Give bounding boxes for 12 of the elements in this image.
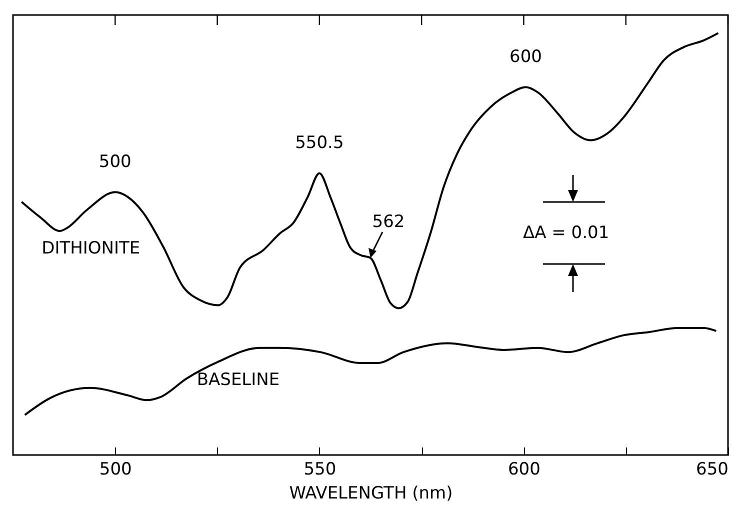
x-tick-label: 550 [304,460,336,480]
series-label: BASELINE [196,370,280,390]
annotation: 600 [510,47,542,68]
series-label: DITHIONITE [42,238,140,258]
annotation: 550.5 [295,133,344,154]
annotation: 562 [372,212,405,232]
x-tick-label: 650 [696,460,728,480]
x-axis-title: WAVELENGTH (nm) [289,484,453,504]
x-tick-label: 500 [99,460,132,480]
annotation: 500 [98,152,132,172]
annotation: ΔA = 0.01 [523,223,610,243]
x-tick-label: 600 [508,460,540,480]
